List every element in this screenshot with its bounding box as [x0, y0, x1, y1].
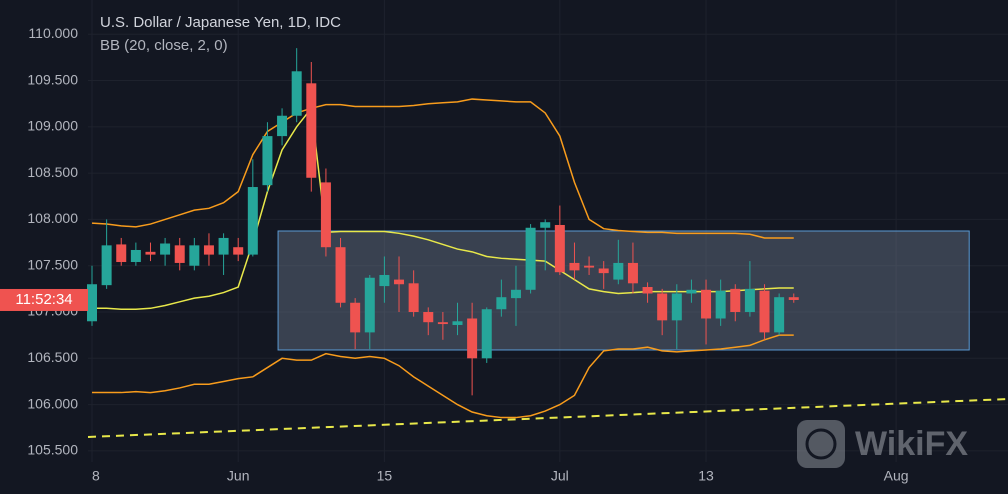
candle-body [423, 312, 434, 323]
x-tick-label: Jun [227, 468, 250, 484]
y-tick-label: 108.000 [27, 210, 78, 226]
candle-body [87, 284, 97, 322]
y-tick-label: 110.000 [28, 25, 78, 41]
candle-body [759, 290, 770, 333]
candle-body [584, 265, 595, 268]
candle-body [174, 245, 185, 263]
candle-body [291, 71, 302, 116]
range-box [277, 230, 970, 351]
candle-body [642, 287, 653, 294]
candle-body [379, 274, 390, 287]
candle-body [540, 222, 551, 228]
candle-body [116, 244, 127, 263]
watermark-icon [805, 428, 837, 460]
candle-body [554, 224, 565, 273]
candle-body [218, 237, 229, 255]
price-label-box [0, 288, 88, 311]
y-tick-label: 107.500 [27, 256, 78, 272]
candle-body [160, 243, 171, 255]
y-tick-label: 108.500 [27, 164, 78, 180]
y-tick-label: 109.000 [27, 118, 78, 134]
range-box-layer [277, 230, 970, 351]
candle-body [262, 136, 273, 186]
candle-body [657, 293, 668, 321]
chart-title: U.S. Dollar / Japanese Yen, 1D, IDC [100, 14, 341, 31]
candle-body [130, 249, 141, 263]
candle-body [525, 227, 536, 290]
y-tick-label: 106.500 [27, 349, 78, 365]
candle-body [569, 262, 580, 271]
candle-body [701, 289, 712, 319]
candle-body [788, 297, 799, 300]
watermark-logo [797, 420, 845, 468]
candle-body [452, 321, 463, 325]
candle-body [350, 302, 361, 333]
candle-body [233, 247, 244, 255]
candle-body [496, 297, 507, 310]
x-tick-label: 8 [92, 468, 100, 484]
candle-body [306, 83, 317, 178]
candle-body [686, 289, 697, 294]
candle-body [189, 245, 200, 266]
candle-body [203, 245, 214, 255]
x-tick-label: 15 [377, 468, 393, 484]
candle-body [613, 262, 624, 280]
candle-body [598, 268, 609, 274]
band-line [92, 334, 794, 419]
axes: 110.000 109.500 109.000 108.500 108.000 107.5… [0, 25, 909, 484]
candle-body [335, 247, 346, 303]
candle-body [671, 293, 682, 321]
candle-body [774, 297, 785, 333]
candle-body [744, 288, 755, 313]
watermark: WikiFX [797, 420, 968, 468]
candle-body [481, 309, 492, 359]
candle-body [627, 262, 638, 284]
candle-body [408, 283, 419, 313]
y-tick-label: 105.500 [27, 442, 78, 458]
candle-body [437, 322, 448, 325]
candle-body [145, 251, 156, 255]
watermark-text: WikiFX [855, 425, 968, 463]
candle-body [715, 290, 726, 319]
candle-body [364, 277, 375, 333]
x-tick-label: Jul [551, 468, 569, 484]
x-tick-label: Aug [884, 468, 909, 484]
candles [87, 48, 799, 396]
indicator-label: BB (20, close, 2, 0) [100, 37, 228, 54]
y-tick-label: 109.500 [27, 71, 78, 87]
candle-body [320, 182, 331, 248]
candle-body [730, 288, 741, 313]
candle-body [394, 279, 405, 285]
band-line [91, 98, 794, 239]
candle-body [101, 245, 112, 286]
candle-body [510, 289, 521, 299]
candle-body [467, 318, 478, 359]
candle-body [247, 187, 258, 255]
y-tick-label: 106.000 [27, 395, 78, 411]
price-label: 11:52:34 [15, 291, 72, 308]
candle-body [277, 115, 288, 137]
x-tick-label: 13 [698, 468, 714, 484]
